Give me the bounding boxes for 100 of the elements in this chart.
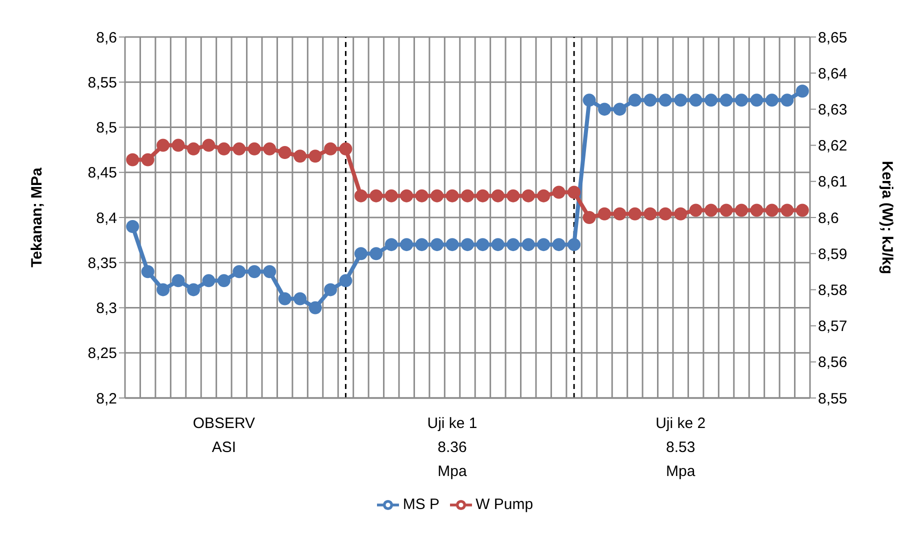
y-tick-label: 8,6 — [96, 29, 117, 46]
point — [704, 204, 718, 217]
point — [187, 283, 200, 296]
point — [324, 283, 337, 296]
legend-label: MS P — [402, 496, 440, 513]
point — [780, 94, 794, 107]
point — [294, 292, 307, 306]
point — [796, 204, 809, 217]
point — [704, 94, 718, 107]
point — [156, 283, 170, 296]
point — [202, 138, 216, 152]
point — [689, 204, 702, 217]
point — [750, 94, 764, 107]
point — [491, 189, 504, 202]
y-axis-title: Tekanan; MPa — [28, 166, 46, 268]
point — [598, 102, 611, 116]
point — [628, 207, 642, 220]
point — [735, 94, 748, 107]
point — [765, 204, 778, 217]
point — [491, 238, 504, 252]
y2-tick-label: 8,62 — [818, 138, 848, 155]
point — [689, 94, 702, 107]
y-tick-label: 8,25 — [88, 345, 117, 362]
point — [750, 204, 764, 217]
y-tick-label: 8,3 — [96, 300, 117, 318]
point — [354, 247, 368, 260]
point — [522, 189, 535, 202]
point — [370, 247, 383, 260]
point — [248, 142, 261, 156]
point — [476, 238, 490, 252]
point — [522, 238, 535, 252]
point — [735, 204, 748, 217]
point — [720, 204, 733, 217]
point — [400, 189, 414, 202]
point — [339, 274, 352, 288]
y2-tick-label: 8,56 — [818, 354, 848, 372]
point — [187, 142, 200, 156]
y2-tick-label: 8,55 — [818, 390, 848, 408]
point — [232, 265, 246, 278]
point — [232, 142, 246, 156]
point — [308, 301, 322, 314]
y2-tick-label: 8,6 — [818, 210, 839, 227]
point — [613, 207, 626, 220]
y-tick-label: 8,45 — [88, 164, 117, 182]
point — [354, 189, 368, 202]
x-tick-label: Uji ke 2 8.53 Mpa — [656, 415, 706, 480]
point — [674, 207, 688, 220]
point — [796, 84, 809, 98]
point — [278, 292, 292, 306]
y2-tick-label: 8,58 — [818, 282, 848, 300]
point — [506, 189, 520, 202]
point — [263, 142, 276, 156]
point — [720, 94, 733, 107]
point — [141, 153, 154, 166]
point — [263, 265, 276, 278]
point — [461, 238, 474, 252]
point — [294, 150, 307, 163]
point — [324, 142, 337, 156]
point — [568, 186, 581, 199]
point — [765, 94, 778, 107]
point — [415, 189, 428, 202]
point — [141, 265, 154, 278]
point — [430, 189, 444, 202]
point — [248, 265, 261, 278]
x-tick-label: Uji ke 1 8.36 Mpa — [427, 415, 478, 480]
point — [552, 238, 566, 252]
point — [568, 238, 581, 252]
y-tick-label: 8,4 — [96, 210, 117, 227]
point — [628, 94, 642, 107]
point — [537, 189, 550, 202]
point — [461, 189, 474, 202]
point — [430, 238, 444, 252]
point — [370, 189, 383, 202]
point — [582, 211, 596, 224]
y2-tick-label: 8,59 — [818, 246, 848, 263]
point — [674, 94, 688, 107]
point — [598, 207, 611, 220]
point — [172, 274, 185, 288]
y2-tick-label: 8,64 — [818, 65, 848, 82]
point — [308, 150, 322, 163]
point — [156, 138, 170, 152]
point — [658, 207, 672, 220]
point — [384, 189, 398, 202]
point — [506, 238, 520, 252]
point — [644, 207, 657, 220]
point — [613, 102, 626, 116]
point — [644, 94, 657, 107]
point — [384, 238, 398, 252]
point — [446, 189, 459, 202]
y-tick-label: 8,55 — [88, 74, 117, 92]
y2-tick-label: 8,57 — [818, 318, 848, 336]
y-tick-label: 8,35 — [88, 254, 117, 272]
y2-tick-label: 8,61 — [818, 174, 848, 191]
x-tick-label: OBSERV ASI — [192, 415, 256, 456]
y2-axis-title: Kerja (W); kJ/kg — [878, 160, 896, 274]
point — [780, 204, 794, 217]
point — [400, 238, 414, 252]
point — [552, 186, 566, 199]
y-tick-label: 8,2 — [96, 390, 117, 408]
point — [126, 220, 140, 234]
